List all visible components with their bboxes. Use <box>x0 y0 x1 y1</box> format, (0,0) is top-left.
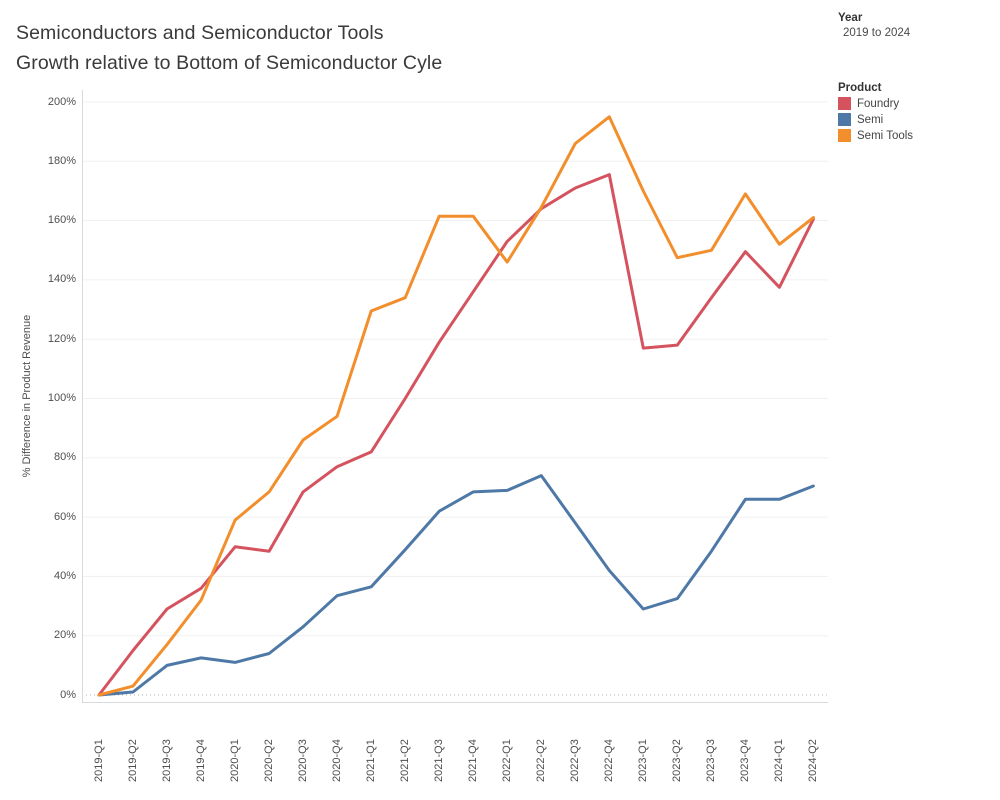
chart-title-line2: Growth relative to Bottom of Semiconduct… <box>16 52 443 74</box>
x-tick-label: 2023-Q3 <box>705 739 718 782</box>
year-filter: Year 2019 to 2024 <box>838 12 988 39</box>
product-legend: Product Foundry Semi Semi Tools <box>838 82 994 145</box>
x-tick-label: 2024-Q1 <box>773 739 786 782</box>
x-tick-label: 2023-Q1 <box>637 739 650 782</box>
y-tick-label: 200% <box>47 95 76 108</box>
year-filter-value[interactable]: 2019 to 2024 <box>843 27 911 39</box>
legend-swatch <box>838 113 851 126</box>
legend-swatch <box>838 97 851 110</box>
y-tick-label: 120% <box>47 332 76 345</box>
x-tick-label: 2020-Q3 <box>297 739 310 782</box>
legend-item-foundry[interactable]: Foundry <box>838 97 994 110</box>
y-tick-label: 40% <box>53 569 76 582</box>
chart-title-line1: Semiconductors and Semiconductor Tools <box>16 22 384 44</box>
x-tick-label: 2021-Q4 <box>467 739 480 782</box>
x-tick-label: 2021-Q3 <box>433 739 446 782</box>
series-line-semi-tools[interactable] <box>97 115 815 697</box>
x-tick-label: 2023-Q4 <box>739 739 752 782</box>
x-tick-label: 2020-Q4 <box>331 739 344 782</box>
x-tick-label: 2022-Q1 <box>501 739 514 782</box>
x-tick-label: 2022-Q3 <box>569 739 582 782</box>
y-tick-label: 60% <box>53 510 76 523</box>
x-tick-label: 2019-Q3 <box>161 739 174 782</box>
legend-items: Foundry Semi Semi Tools <box>838 97 994 142</box>
x-tick-label: 2019-Q4 <box>195 739 208 782</box>
x-tick-label: 2022-Q2 <box>535 739 548 782</box>
series-line-semi[interactable] <box>97 474 815 697</box>
x-tick-label: 2023-Q2 <box>671 739 684 782</box>
x-tick-label: 2021-Q1 <box>365 739 378 782</box>
y-tick-label: 80% <box>53 451 76 464</box>
line-chart-plot-area[interactable] <box>82 90 828 703</box>
legend-item-label: Semi Tools <box>857 129 914 142</box>
legend-swatch <box>838 129 851 142</box>
y-tick-label: 140% <box>47 273 76 286</box>
year-filter-label: Year <box>838 12 863 24</box>
x-tick-label: 2022-Q4 <box>603 739 616 782</box>
y-tick-label: 180% <box>47 154 76 167</box>
y-tick-label: 0% <box>60 688 76 701</box>
x-tick-label: 2020-Q1 <box>229 739 242 782</box>
series-line-foundry[interactable] <box>97 173 815 697</box>
y-tick-label: 160% <box>47 214 76 227</box>
legend-item-semi[interactable]: Semi <box>838 113 994 126</box>
legend-title: Product <box>838 82 882 94</box>
y-tick-label: 20% <box>53 629 76 642</box>
legend-item-semi-tools[interactable]: Semi Tools <box>838 129 994 142</box>
chart-title: Semiconductors and Semiconductor Tools G… <box>16 18 442 78</box>
gridlines <box>82 101 828 637</box>
legend-item-label: Semi <box>857 113 884 126</box>
x-tick-label: 2024-Q2 <box>807 739 820 782</box>
x-tick-label: 2019-Q2 <box>127 739 140 782</box>
legend-item-label: Foundry <box>857 97 900 110</box>
x-tick-label: 2020-Q2 <box>263 739 276 782</box>
y-tick-label: 100% <box>47 392 76 404</box>
x-tick-label: 2019-Q1 <box>93 739 105 782</box>
x-tick-label: 2021-Q2 <box>399 739 412 782</box>
